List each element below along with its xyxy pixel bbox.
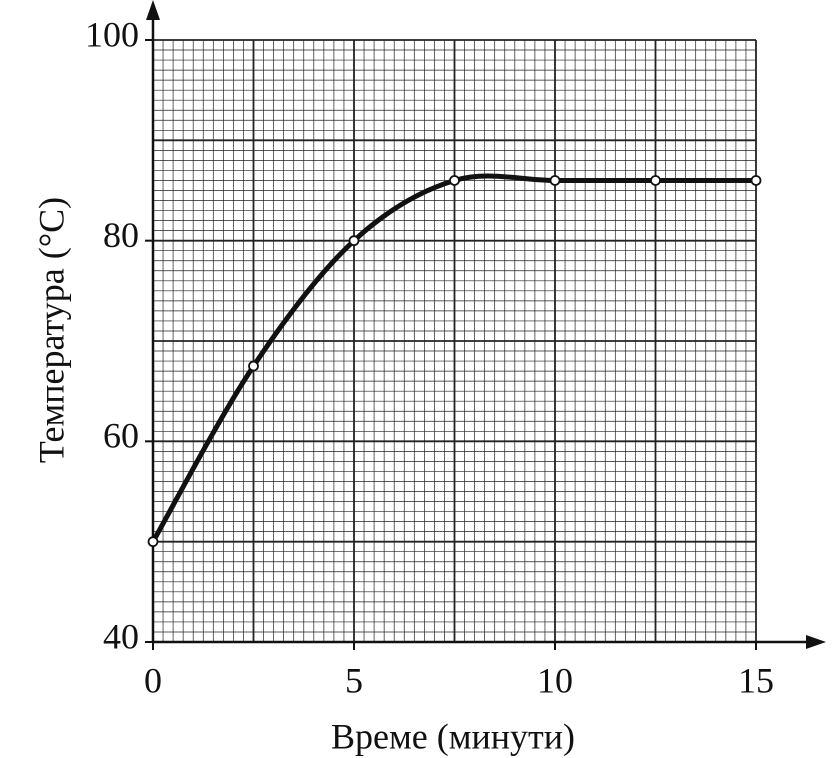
data-point (348, 235, 360, 247)
data-point (549, 175, 561, 186)
y-tick-label: 100 (85, 14, 139, 54)
y-tick-label: 80 (103, 215, 139, 255)
x-tick-label: 10 (537, 660, 573, 700)
x-tick-label: 0 (144, 660, 162, 700)
y-tick-label: 40 (103, 616, 139, 656)
data-point (650, 175, 661, 186)
x-tick-label: 15 (738, 660, 774, 700)
data-point (248, 360, 259, 372)
x-axis-label: Време (минути) (331, 716, 575, 756)
y-tick-label: 60 (103, 416, 139, 456)
y-axis-arrow (146, 0, 160, 20)
data-point (449, 175, 460, 186)
data-point (147, 536, 159, 548)
x-axis-arrow (806, 635, 826, 649)
y-axis-label: Температура (°C) (31, 197, 71, 463)
data-point (750, 175, 762, 186)
x-tick-label: 5 (345, 660, 363, 700)
